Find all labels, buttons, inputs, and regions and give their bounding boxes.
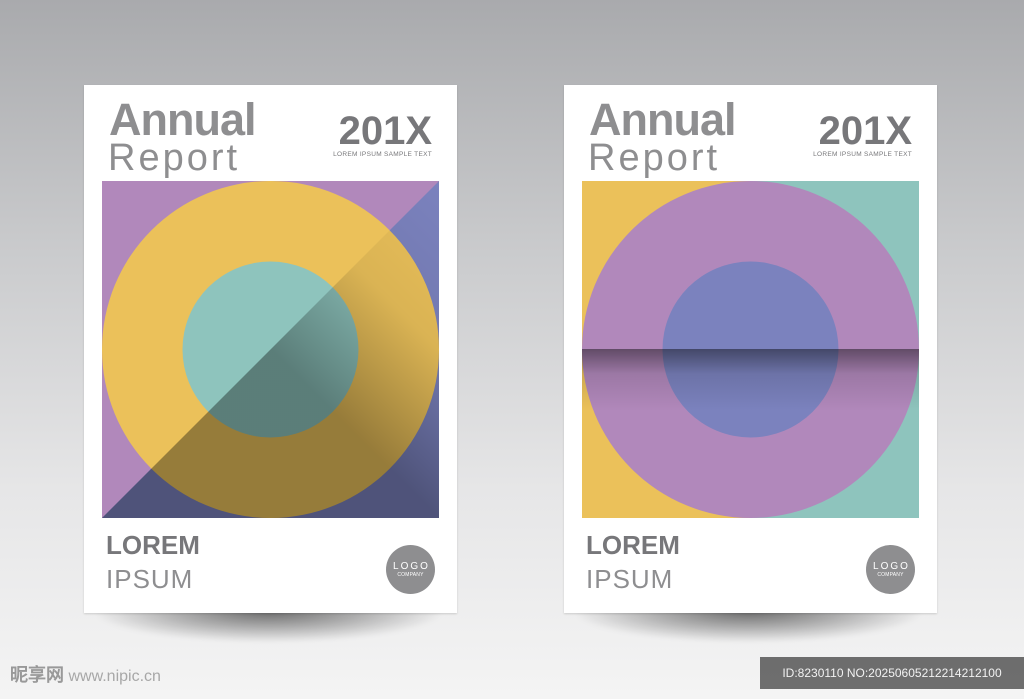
- logo-text: LOGO: [393, 560, 430, 572]
- card-shadow-left: [96, 608, 441, 642]
- graphic-diagonal-shadow: [102, 181, 439, 518]
- logo-text: LOGO: [873, 560, 910, 572]
- logo-subtext: COMPANY: [877, 571, 904, 578]
- company-logo-badge: LOGO COMPANY: [386, 545, 435, 594]
- cover-graphic: [102, 181, 439, 518]
- cover-ipsum: IPSUM: [106, 564, 194, 594]
- cover-graphic: [582, 181, 919, 518]
- cover-year: 201X: [818, 109, 912, 153]
- report-cover-2: Annual Report 201X LOREM IPSUM SAMPLE TE…: [564, 85, 937, 613]
- cover-title-annual: Annual: [109, 94, 256, 145]
- cover-tagline: LOREM IPSUM SAMPLE TEXT: [813, 151, 912, 158]
- cover-lorem: LOREM: [106, 530, 200, 560]
- cover-title-report: Report: [108, 137, 241, 179]
- site-watermark-url: www.nipic.cn: [68, 668, 161, 685]
- site-watermark: 昵享网 www.nipic.cn: [10, 661, 161, 687]
- cover-ipsum: IPSUM: [586, 564, 674, 594]
- logo-subtext: COMPANY: [397, 571, 424, 578]
- report-cover-1: Annual Report 201X LOREM IPSUM SAMPLE TE…: [84, 85, 457, 613]
- card-shadow-right: [576, 608, 921, 642]
- cover-title-annual: Annual: [589, 94, 736, 145]
- company-logo-badge: LOGO COMPANY: [866, 545, 915, 594]
- site-watermark-logo: 昵享网: [10, 665, 64, 685]
- graphic-horizontal-shadow: [582, 349, 919, 411]
- cover-year: 201X: [338, 109, 432, 153]
- image-id-watermark: ID:8230110 NO:20250605212214212100: [760, 657, 1024, 689]
- cover-tagline: LOREM IPSUM SAMPLE TEXT: [333, 151, 432, 158]
- cover-title-report: Report: [588, 137, 721, 179]
- cover-lorem: LOREM: [586, 530, 680, 560]
